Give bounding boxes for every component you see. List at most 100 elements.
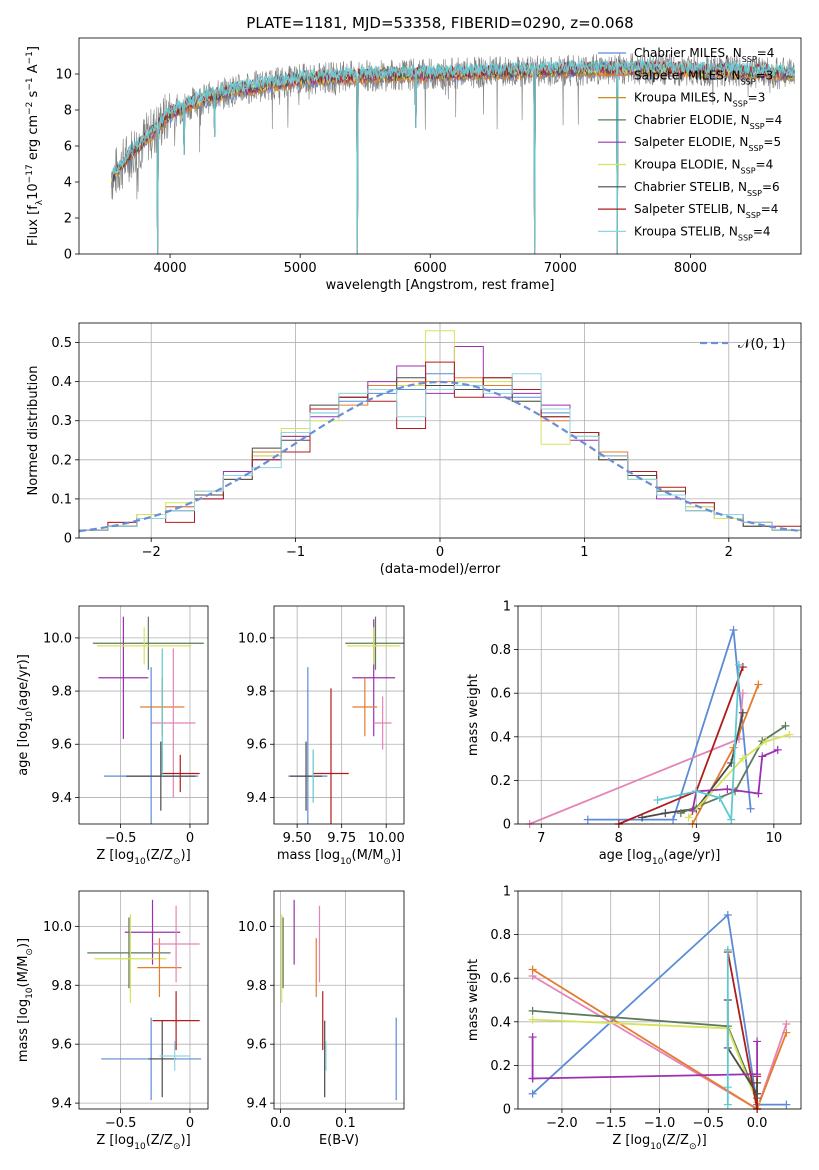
y-tick-label: 4 <box>64 176 72 191</box>
axes-frame <box>78 890 209 1110</box>
y-tick-label: 9.4 <box>246 1097 267 1112</box>
label-part: mass [log <box>16 999 31 1062</box>
x-tick-label: 10 <box>766 831 783 846</box>
x-axis-label: mass [log10(M/M⊙)] <box>277 848 401 867</box>
label-part: (Z/Z <box>662 1133 689 1148</box>
y-tick-label: 9.6 <box>51 1038 72 1053</box>
y-tick-label: 9.4 <box>51 791 72 806</box>
weight-marker <box>753 1037 762 1046</box>
y-tick-label: 9.8 <box>246 979 267 994</box>
axes-frame <box>517 890 802 1110</box>
y-tick-label: 9.8 <box>51 685 72 700</box>
x-axis-label: Z [log10(Z/Z⊙)] <box>96 848 190 867</box>
y-tick-label: 8 <box>64 104 72 119</box>
y-tick-label: 0 <box>503 1103 511 1118</box>
x-tick-label: −1.5 <box>595 1116 627 1131</box>
figure-title: PLATE=1181, MJD=53358, FIBERID=0290, z=0… <box>246 14 633 32</box>
y-tick-label: 1 <box>503 885 511 900</box>
y-tick-label: 0.1 <box>51 492 72 507</box>
legend-entry: Kroupa STELIB, NSSP=4 <box>634 224 771 242</box>
errorbar-point <box>152 905 200 983</box>
label-part: 10 <box>652 857 664 867</box>
y-tick-label: 9.8 <box>246 685 267 700</box>
weight-marker <box>785 730 794 739</box>
legend-text: Chabrier STELIB, N <box>634 180 747 194</box>
y-tick-label: 0.5 <box>51 336 72 351</box>
weight-marker <box>583 815 592 824</box>
weight-marker <box>661 809 670 818</box>
legend-text: Kroupa MILES, N <box>634 91 733 105</box>
x-tick-label: 7 <box>537 831 545 846</box>
y-tick-label: 0.8 <box>490 643 511 658</box>
weight-marker <box>782 1028 791 1037</box>
label-part: 10 <box>134 857 146 867</box>
weight-marker <box>758 752 767 761</box>
y-tick-label: 9.6 <box>51 738 72 753</box>
axes-frame <box>78 322 802 539</box>
label-part: )] <box>16 938 31 948</box>
errorbar-point <box>345 616 404 670</box>
label-part: ] <box>26 46 41 51</box>
weight-marker <box>528 965 537 974</box>
legend-suffix: =3 <box>756 68 774 82</box>
axes-frame <box>78 37 802 255</box>
weight-marker <box>723 945 732 954</box>
label-part: −17 <box>25 164 35 183</box>
weight-marker <box>754 680 763 689</box>
errorbar-point <box>352 677 378 737</box>
label-part: ⊙ <box>383 857 391 867</box>
y-tick-label: 0.4 <box>490 730 511 745</box>
label-part: A <box>26 64 41 77</box>
legend-sub: SSP <box>746 211 761 220</box>
age-vs-Z-panel: −0.5 09.49.69.810.0Z [log10(Z/Z⊙)]age [lo… <box>16 605 209 867</box>
y-tick-label: 2 <box>64 212 72 227</box>
weight-marker <box>638 813 647 822</box>
legend-suffix: =4 <box>757 46 775 60</box>
errorbar-point <box>148 1020 177 1098</box>
y-tick-label: 0 <box>64 532 72 547</box>
x-tick-label: −2.0 <box>546 1116 578 1131</box>
label-part: Flux [f <box>26 205 41 246</box>
weight-series-line <box>531 913 787 1106</box>
weight-marker <box>738 689 747 698</box>
legend-entry: Chabrier MILES, NSSP=4 <box>634 46 774 64</box>
weight-marker <box>528 1033 537 1042</box>
x-axis-label: Z [log10(Z/Z⊙)] <box>612 1133 706 1152</box>
x-tick-label: 0.0 <box>747 1116 768 1131</box>
weight-marker <box>692 787 701 796</box>
x-tick-label: −2 <box>142 545 161 560</box>
weight-marker <box>723 1100 732 1109</box>
legend-suffix: =4 <box>765 113 783 127</box>
weight-marker <box>729 625 738 634</box>
label-part: (age/yr)] <box>663 848 720 863</box>
label-part: 10 <box>650 1142 662 1152</box>
legend-text: Kroupa ELODIE, N <box>634 158 741 172</box>
weight-marker <box>738 754 747 763</box>
weight-series-line <box>691 749 779 812</box>
y-tick-label: 9.8 <box>51 979 72 994</box>
x-tick-label: 8 <box>615 831 623 846</box>
label-part: erg cm <box>26 115 41 164</box>
label-part: )] <box>181 1133 191 1148</box>
label-part: 10 <box>25 711 35 723</box>
weight-series-line <box>531 1037 758 1080</box>
legend-suffix: =5 <box>763 135 781 149</box>
label-part: ⊙ <box>689 1142 697 1152</box>
x-tick-label: −1.0 <box>644 1116 676 1131</box>
normal-curve <box>79 380 801 533</box>
model-spectrum-line <box>111 64 795 254</box>
legend-text: Chabrier MILES, N <box>634 46 742 60</box>
weight-marker <box>753 1070 762 1079</box>
errorbar-body <box>87 899 202 1101</box>
y-tick-label: 9.4 <box>51 1097 72 1112</box>
axes-frame <box>78 605 209 825</box>
spectrum-panel: 4000 5000 6000 7000 8000 0 2 4 6 8 10 wavelength [A… <box>25 37 802 293</box>
label-part: )] <box>181 848 191 863</box>
errorbar-point <box>160 754 200 793</box>
errorbar-point <box>97 627 192 665</box>
x-tick-label: 4000 <box>154 261 187 276</box>
weight-marker <box>738 708 747 717</box>
label-part: −1 <box>25 51 35 64</box>
histogram-step <box>79 373 801 538</box>
weight-marker <box>688 806 697 815</box>
